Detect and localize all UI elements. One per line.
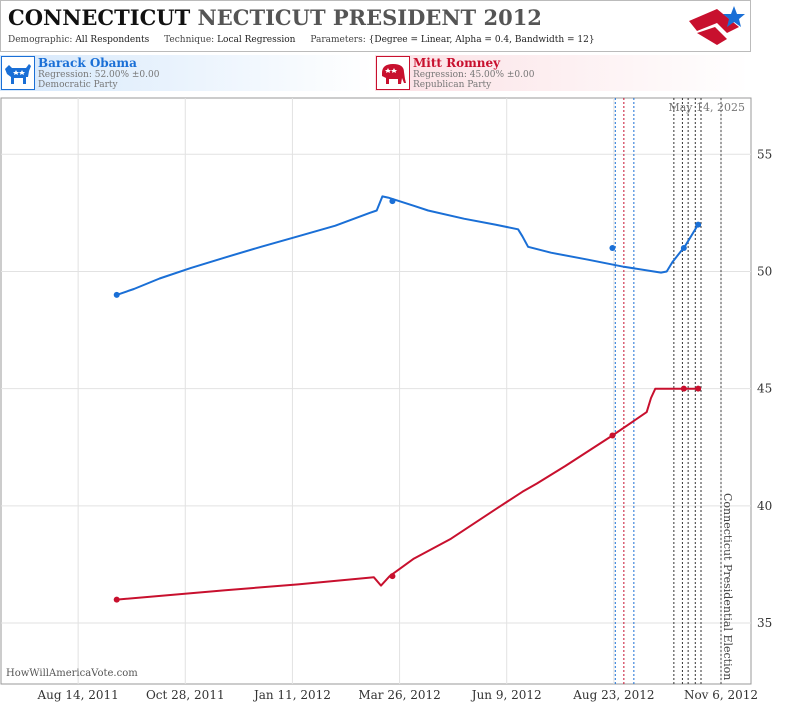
candidate-party: Republican Party: [413, 80, 492, 90]
chart-header: CONNECTICUT NECTICUT PRESIDENT 2012 Demo…: [0, 0, 751, 52]
demographic-label: Demographic:: [8, 35, 73, 45]
y-tick-label: 50: [757, 264, 772, 278]
y-tick-label: 45: [757, 382, 772, 396]
plot-frame: [0, 97, 752, 685]
candidate-regression: Regression: 45.00% ±0.00: [413, 70, 535, 80]
title-race: NECTICUT PRESIDENT 2012: [197, 5, 542, 30]
x-tick-label: Mar 26, 2012: [358, 688, 440, 702]
trend-line: [116, 195, 699, 296]
candidate-name: Mitt Romney: [413, 56, 501, 70]
candidate-romney: Mitt Romney Regression: 45.00% ±0.00 Rep…: [375, 55, 749, 91]
page-title: CONNECTICUT NECTICUT PRESIDENT 2012: [8, 5, 542, 30]
election-label: Connecticut Presidential Election: [721, 493, 734, 680]
x-tick-label: Nov 6, 2012: [684, 688, 758, 702]
x-tick-label: Oct 28, 2011: [146, 688, 225, 702]
site-attribution: HowWillAmericaVote.com: [6, 668, 138, 679]
poll-point: [680, 245, 687, 252]
x-tick-label: Jun 9, 2012: [470, 688, 542, 702]
candidate-obama: Barack Obama Regression: 52.00% ±0.00 De…: [0, 55, 374, 91]
parameters-value: {Degree = Linear, Alpha = 0.4, Bandwidth…: [368, 35, 595, 45]
technique-value: Local Regression: [217, 35, 296, 45]
x-tick-label: Jan 11, 2012: [252, 688, 331, 702]
candidate-name: Barack Obama: [38, 56, 137, 70]
chart-area: Aug 14, 2011 Oct 28, 2011 Jan 11, 2012 Mar …: [0, 97, 772, 702]
poll-point: [113, 291, 120, 298]
donkey-icon: [1, 56, 35, 90]
poll-point: [695, 221, 702, 228]
candidate-party: Democratic Party: [38, 80, 118, 90]
poll-point: [609, 432, 616, 439]
poll-point: [680, 385, 687, 392]
y-tick-label: 40: [757, 499, 772, 513]
y-tick-label: 55: [757, 147, 772, 161]
candidate-regression: Regression: 52.00% ±0.00: [38, 70, 160, 80]
star-flag-logo-icon: [689, 6, 745, 45]
technique-label: Technique:: [164, 35, 215, 45]
poll-point: [113, 596, 120, 603]
x-tick-label: Aug 14, 2011: [36, 688, 118, 702]
demographic-value: All Respondents: [75, 35, 150, 45]
poll-point: [389, 573, 396, 580]
poll-point: [609, 245, 616, 252]
parameters-label: Parameters:: [310, 35, 366, 45]
trend-line: [116, 387, 699, 601]
x-tick-label: Aug 23, 2012: [572, 688, 654, 702]
title-state: CONNECTICUT: [8, 5, 191, 30]
date-stamp: May 14, 2025: [668, 101, 745, 114]
poll-point: [695, 385, 702, 392]
poll-point: [389, 198, 396, 205]
model-parameters: Demographic: All Respondents Technique: …: [8, 35, 595, 45]
y-tick-label: 35: [757, 616, 772, 630]
elephant-icon: [376, 56, 410, 90]
